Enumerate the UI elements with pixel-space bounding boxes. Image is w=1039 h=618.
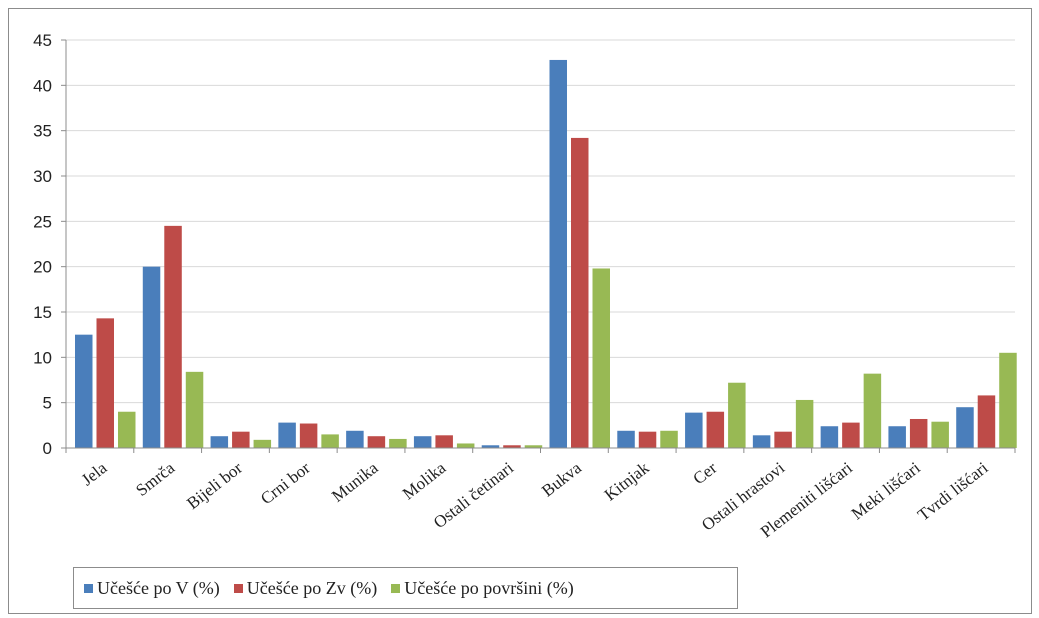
legend-item-2: Učešće po površini (%) (391, 577, 574, 599)
legend-item-0: Učešće po V (%) (84, 578, 220, 599)
bar (888, 426, 906, 448)
bar (278, 422, 296, 448)
bar (706, 411, 725, 448)
bars (75, 59, 1017, 449)
bar (299, 423, 318, 448)
bar (999, 352, 1017, 448)
x-tick-label: Cer (689, 458, 720, 488)
bar (774, 431, 792, 448)
x-tick-label: Tvrdi lišćari (914, 458, 992, 525)
bar (232, 431, 250, 448)
x-tick-label: Meki lišćari (848, 458, 924, 523)
bar (503, 445, 521, 448)
legend-label: Učešće po V (%) (97, 577, 220, 598)
bar (253, 439, 272, 448)
bar (75, 334, 93, 448)
y-tick-label: 40 (33, 76, 52, 95)
legend-swatch (233, 583, 243, 593)
bar (977, 395, 996, 448)
legend-label: Učešće po površini (%) (404, 577, 574, 598)
y-tick-label: 15 (33, 303, 52, 322)
x-tick-label: Smrča (132, 458, 178, 500)
x-tick-label: Bijeli bor (183, 458, 246, 513)
y-tick-label: 10 (33, 348, 52, 367)
bar (617, 430, 635, 448)
bar (795, 399, 814, 448)
bar (592, 268, 610, 448)
x-tick-label: Munika (328, 458, 382, 506)
x-tick-label: Kitnjak (601, 458, 653, 505)
y-axis-ticks: 0 5 10 15 20 25 30 35 40 45 (33, 31, 52, 458)
bar (931, 421, 949, 448)
x-tick-label: Crni bor (257, 458, 314, 508)
bar (820, 426, 839, 448)
bar (96, 318, 114, 448)
y-tick-label: 25 (33, 212, 52, 231)
bar (389, 438, 407, 448)
x-tick-label: Jela (78, 458, 111, 490)
bar (660, 430, 678, 448)
bar (863, 373, 882, 448)
bar (164, 225, 182, 448)
bar (752, 435, 771, 448)
x-tick-label: Molika (399, 458, 450, 503)
bar (842, 422, 860, 448)
y-tick-label: 5 (43, 394, 52, 413)
bar (728, 382, 746, 448)
x-tick-label: Bukva (538, 458, 585, 501)
bar (481, 445, 500, 448)
bar (456, 443, 475, 448)
y-tick-label: 45 (33, 31, 52, 50)
bar (118, 411, 136, 448)
legend: Učešće po V (%) Učešće po Zv (%) Učešće … (73, 567, 738, 609)
bar (549, 59, 567, 449)
x-axis-labels: Jela Smrča Bijeli bor Crni bor Munika MolikaO… (78, 458, 992, 542)
bar (142, 266, 161, 448)
bar (524, 445, 543, 448)
bar (321, 434, 339, 448)
bar (956, 407, 974, 448)
bar (346, 430, 364, 448)
bar (638, 431, 657, 448)
y-tick-label: 35 (33, 122, 52, 141)
bar (210, 436, 229, 448)
legend-item-1: Učešće po Zv (%) (233, 577, 378, 599)
bar (571, 137, 589, 449)
bar (185, 371, 204, 448)
legend-swatch (84, 583, 93, 593)
bar (909, 418, 928, 448)
gridlines (61, 39, 1015, 449)
bar (435, 435, 453, 448)
bar (367, 436, 386, 448)
bar (413, 436, 432, 448)
bar (685, 412, 703, 448)
y-tick-label: 20 (33, 258, 52, 277)
y-tick-label: 30 (33, 167, 52, 186)
legend-swatch (391, 583, 401, 593)
y-tick-label: 0 (43, 439, 52, 458)
x-axis (65, 40, 1016, 453)
legend-label: Učešće po Zv (%) (246, 577, 378, 598)
